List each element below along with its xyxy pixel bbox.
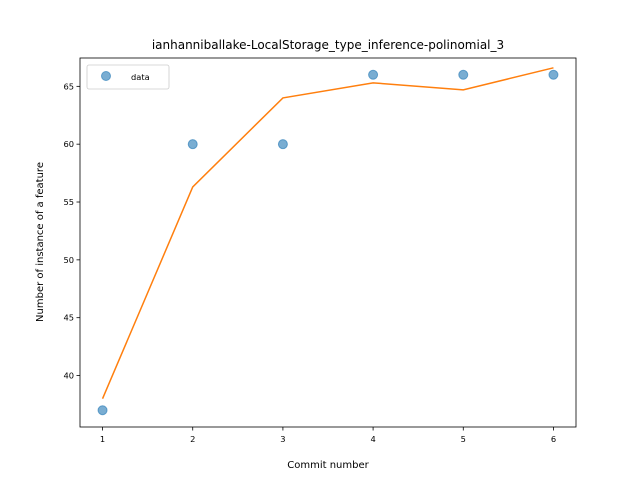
y-axis-label: Number of instance of a feature — [35, 162, 46, 322]
y-tick-label: 65 — [63, 81, 74, 91]
data-point — [277, 139, 288, 150]
x-tick-label: 4 — [370, 434, 375, 444]
y-tick-label: 40 — [63, 371, 74, 381]
data-point — [97, 405, 108, 416]
plot-frame — [79, 57, 577, 428]
plot-area — [80, 58, 576, 427]
x-tick-label: 1 — [100, 434, 105, 444]
y-axis-ticks: 40 45 50 55 60 65 — [63, 81, 80, 381]
data-point — [548, 69, 559, 80]
y-tick-label: 50 — [63, 255, 74, 265]
x-axis-label: Commit number — [287, 460, 369, 471]
legend-label-data: data — [131, 72, 150, 82]
y-tick-label: 45 — [63, 313, 74, 323]
data-marks — [97, 67, 559, 416]
chart-title: ianhanniballake-LocalStorage_type_infere… — [152, 38, 504, 52]
legend-marker-data — [101, 71, 111, 81]
x-tick-label: 6 — [551, 434, 556, 444]
y-tick-label: 60 — [63, 139, 74, 149]
data-point — [368, 69, 379, 80]
x-tick-label: 2 — [190, 434, 195, 444]
x-tick-label: 3 — [280, 434, 285, 444]
fit-line — [101, 67, 554, 399]
x-axis-ticks: 1 2 3 4 5 6 — [100, 427, 556, 444]
data-point — [187, 139, 198, 150]
y-tick-label: 55 — [63, 197, 74, 207]
x-tick-label: 5 — [461, 434, 466, 444]
legend-box — [86, 64, 170, 90]
data-point — [458, 69, 469, 80]
legend: data — [86, 64, 170, 90]
